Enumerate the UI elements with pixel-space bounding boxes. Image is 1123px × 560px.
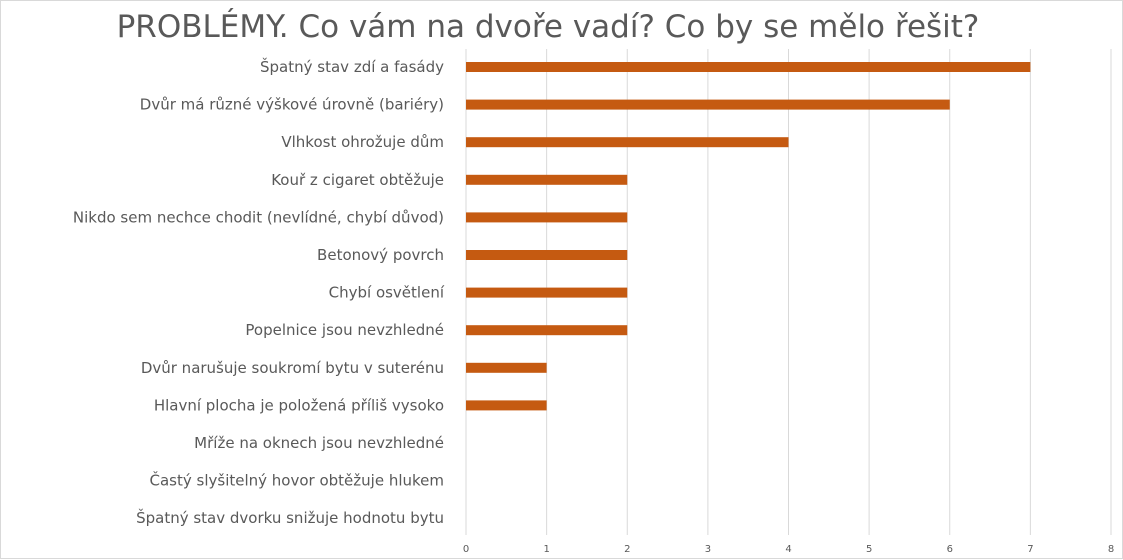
category-label: Častý slyšitelný hovor obtěžuje hlukem xyxy=(150,471,444,490)
bar xyxy=(466,287,628,298)
bar xyxy=(466,137,789,148)
x-tick-label: 3 xyxy=(705,544,711,555)
x-axis-tick-labels: 0 1 2 3 4 5 6 7 8 xyxy=(463,544,1114,555)
x-tick-label: 7 xyxy=(1027,544,1033,555)
bar xyxy=(466,400,547,411)
category-label: Kouř z cigaret obtěžuje xyxy=(271,171,444,189)
x-tick-label: 5 xyxy=(866,544,872,555)
x-tick-label: 0 xyxy=(463,544,469,555)
category-label: Nikdo sem nechce chodit (nevlídné, chybí… xyxy=(73,208,444,226)
category-label: Špatný stav zdí a fasády xyxy=(260,57,444,76)
bars xyxy=(466,62,1031,411)
bar xyxy=(466,62,1031,72)
bar xyxy=(466,250,628,260)
bar xyxy=(466,325,628,336)
category-label: Mříže na oknech jsou nevzhledné xyxy=(194,434,444,452)
chart-title: PROBLÉMY. Co vám na dvoře vadí? Co by se… xyxy=(116,9,980,45)
bar xyxy=(466,99,950,110)
category-label: Popelnice jsou nevzhledné xyxy=(245,321,444,339)
category-label: Špatný stav dvorku snižuje hodnotu bytu xyxy=(136,508,444,527)
x-tick-label: 1 xyxy=(543,544,549,555)
category-label: Vlhkost ohrožuje dům xyxy=(281,133,444,151)
bar xyxy=(466,174,628,185)
category-label: Dvůr má různé výškové úrovně (bariéry) xyxy=(140,96,444,114)
x-tick-label: 4 xyxy=(785,544,791,555)
category-label: Chybí osvětlení xyxy=(329,284,445,302)
bar xyxy=(466,212,628,223)
category-labels: Špatný stav zdí a fasády Dvůr má různé vý… xyxy=(73,57,445,527)
category-label: Betonový povrch xyxy=(317,246,444,264)
x-tick-label: 6 xyxy=(947,544,953,555)
x-tick-label: 2 xyxy=(624,544,630,555)
category-label: Hlavní plocha je položená příliš vysoko xyxy=(154,396,444,414)
bar xyxy=(466,362,547,373)
x-tick-label: 8 xyxy=(1108,544,1114,555)
category-label: Dvůr narušuje soukromí bytu v suterénu xyxy=(141,359,444,377)
